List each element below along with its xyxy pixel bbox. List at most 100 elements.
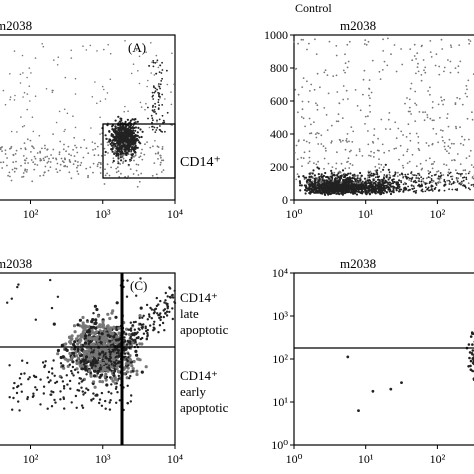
panel-a-point [117, 162, 120, 165]
panel-b-point [366, 178, 369, 181]
panel-b-point [367, 174, 370, 177]
panel-a-point [100, 163, 102, 166]
panel-a-point [93, 154, 96, 157]
panel-a-point [127, 127, 130, 130]
panel-a-point [46, 148, 49, 151]
panel-c-point [10, 297, 13, 300]
panel-a-point [34, 163, 36, 166]
panel-b-point [344, 187, 347, 190]
panel-c-point [153, 320, 156, 323]
panel-b-point [377, 178, 380, 181]
panel-b-point [469, 40, 472, 42]
panel-b-point [425, 177, 428, 180]
panel-d-x-tick-label: 10² [430, 452, 446, 466]
panel-a-point [121, 150, 124, 153]
panel-b-point [428, 172, 430, 175]
panel-c-point [81, 315, 85, 320]
panel-b-point [313, 162, 315, 165]
panel-a-point [140, 172, 143, 175]
panel-a-point [141, 130, 144, 133]
panel-b-point [459, 163, 462, 166]
panel-c-point [106, 324, 110, 328]
panel-b-point [408, 160, 411, 163]
panel-b-point [459, 126, 461, 129]
panel-c-point [66, 358, 70, 362]
panel-a-point [66, 165, 69, 168]
panel-b-point [341, 169, 345, 172]
panel-c-point [89, 374, 93, 378]
panel-c-point [132, 359, 136, 364]
panel-c-point [140, 370, 144, 374]
panel-c-point [142, 323, 145, 326]
panel-b-point [348, 185, 351, 188]
panel-a-point [162, 159, 165, 162]
panel-c-point [131, 367, 135, 371]
panel-c-point [109, 353, 112, 356]
panel-d-point [468, 356, 471, 360]
panel-a-point [125, 129, 128, 132]
panel-b-point [385, 184, 388, 187]
panel-a-point [46, 162, 49, 164]
panel-c-point [84, 358, 87, 361]
panel-b-title: m2038 [340, 18, 376, 33]
panel-b-point [348, 150, 351, 153]
panel-b-point [415, 58, 417, 60]
panel-c-point [100, 391, 104, 395]
panel-a-point [64, 76, 67, 79]
panel-d-point [400, 381, 403, 384]
panel-b-point [415, 174, 418, 177]
panel-b-point [421, 188, 424, 191]
panel-a-point [117, 160, 119, 163]
panel-b-point [395, 183, 398, 186]
panel-b-point [324, 69, 327, 72]
panel-b-point [309, 90, 311, 92]
panel-b-point [405, 187, 408, 190]
panel-c-point [20, 372, 23, 376]
panel-b-point [323, 193, 326, 196]
panel-a-point [70, 57, 73, 59]
panel-a-point [117, 115, 120, 118]
panel-a-point [141, 158, 144, 161]
panel-a-point [124, 120, 127, 123]
panel-b-point [384, 179, 387, 182]
panel-c-point [115, 401, 118, 404]
panel-b-point [308, 187, 311, 190]
panel-b-point [407, 185, 409, 188]
panel-c-point [155, 296, 158, 300]
panel-a-point [111, 139, 114, 142]
panel-b-point [411, 176, 414, 179]
panel-a-point [59, 140, 62, 143]
panel-b-point [352, 192, 355, 195]
panel-b-point [303, 178, 306, 181]
panel-b-point [378, 163, 380, 166]
panel-a-point [64, 128, 66, 131]
panel-a-point [152, 98, 155, 100]
panel-a-point [137, 70, 139, 72]
panel-b-point [335, 54, 338, 57]
panel-a-point [30, 159, 33, 161]
panel-a-point [104, 174, 107, 177]
panel-c-point [104, 399, 107, 403]
panel-b-point [326, 129, 329, 132]
panel-b-point [302, 157, 305, 160]
panel-c-point [129, 321, 132, 324]
panel-b-point [420, 180, 423, 183]
panel-b-point [471, 118, 474, 121]
panel-b-point [463, 138, 466, 141]
panel-a-point [107, 152, 109, 154]
panel-a-point [129, 150, 132, 152]
panel-b-point [422, 190, 424, 193]
panel-b-point [347, 98, 349, 100]
panel-a-point [139, 128, 142, 131]
panel-b-point [403, 187, 406, 190]
panel-c-point [150, 317, 153, 320]
panel-b-point [416, 66, 419, 68]
panel-b-point [434, 174, 437, 176]
panel-b-point [459, 142, 462, 145]
panel-a-point [147, 79, 149, 82]
panel-a-point [154, 87, 157, 90]
panel-d-point [471, 343, 474, 346]
panel-b-point [315, 187, 318, 190]
panel-b-point [370, 191, 373, 194]
panel-c-point [54, 401, 57, 404]
